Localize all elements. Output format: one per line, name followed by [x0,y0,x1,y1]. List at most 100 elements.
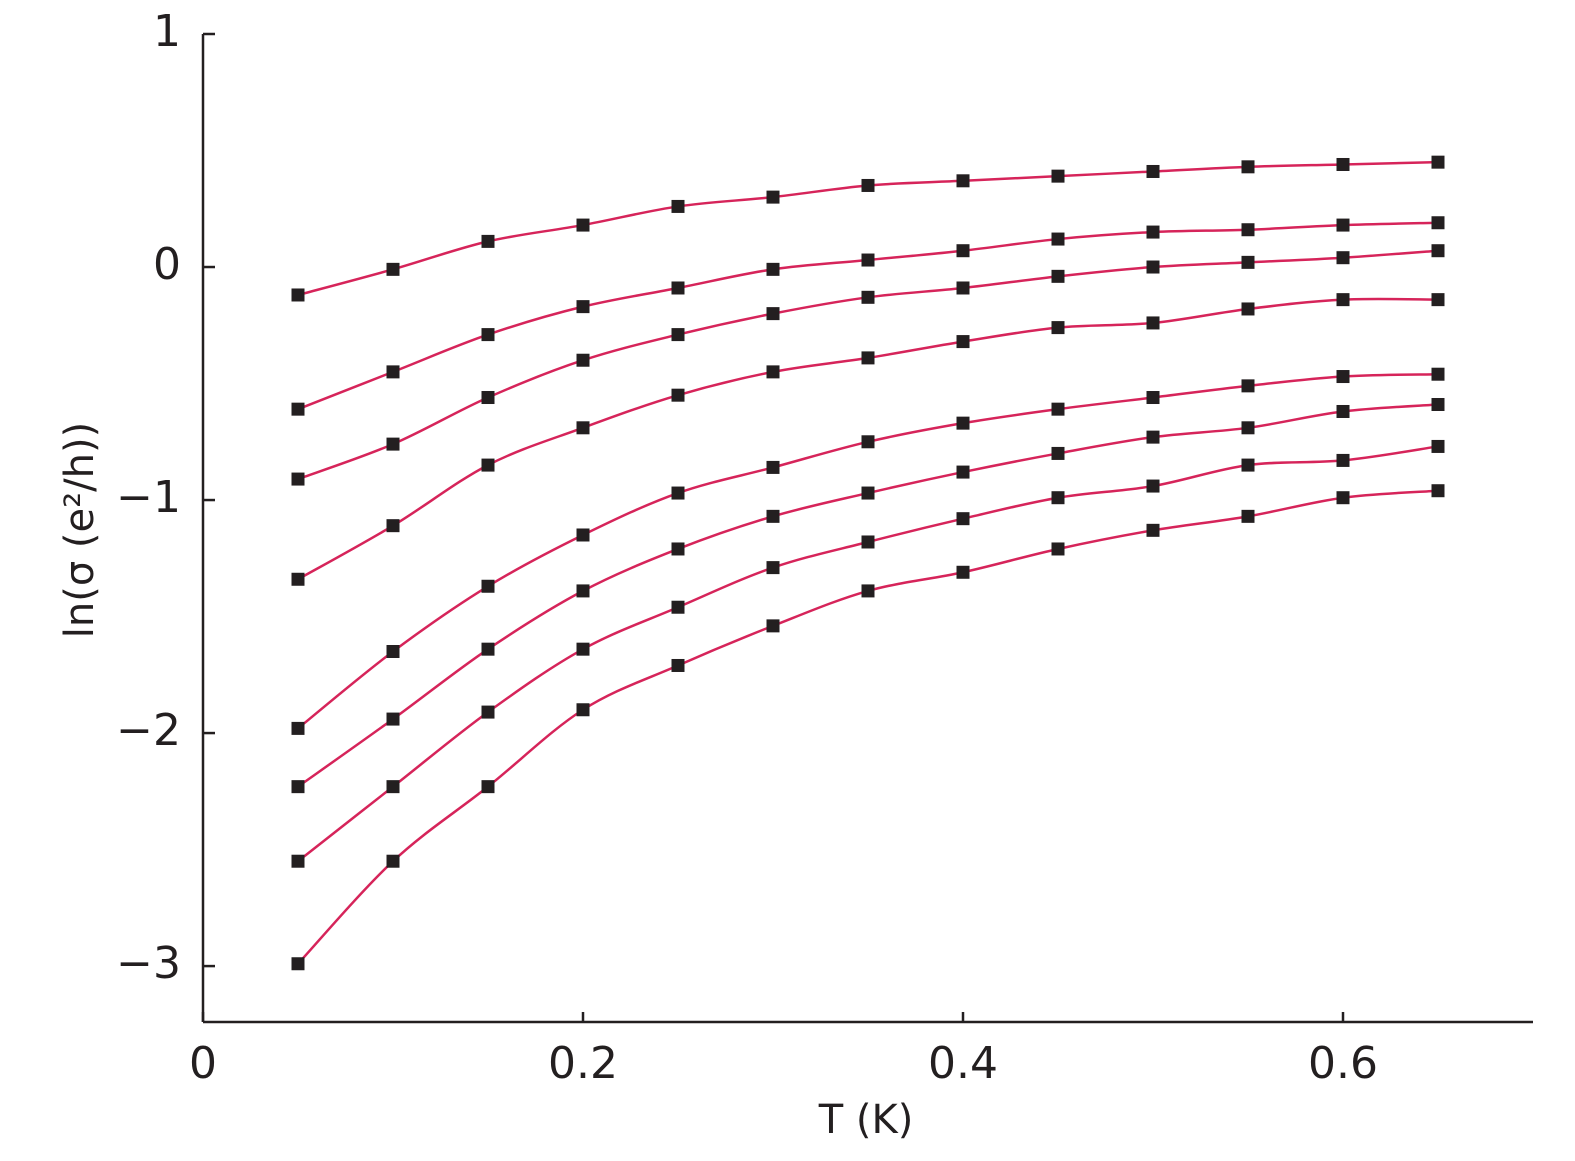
data-point [481,458,495,472]
x-tick-label: 0.4 [928,1038,998,1089]
data-point [1051,321,1065,335]
data-point [1146,260,1160,274]
data-point [1336,453,1350,467]
data-point [1146,523,1160,537]
y-axis-label: ln(σ (e²/h)) [57,422,103,638]
data-point [861,435,875,449]
data-point [576,300,590,314]
data-point [671,199,685,213]
data-point [386,437,400,451]
data-point [671,388,685,402]
data-point [766,190,780,204]
data-point [1431,244,1445,258]
data-point [386,262,400,276]
data-point [1336,370,1350,384]
y-tick-label: 1 [153,6,181,57]
data-point [1336,491,1350,505]
data-point [766,561,780,575]
data-point [386,854,400,868]
data-point [576,218,590,232]
data-point [861,486,875,500]
data-point [1431,398,1445,411]
data-point [481,642,495,656]
data-point [766,509,780,523]
data-point [481,328,495,342]
data-point [956,465,970,479]
data-point [576,703,590,717]
data-point [671,658,685,672]
data-point [1241,509,1255,523]
data-point [956,416,970,430]
data-point [956,335,970,349]
data-point [861,253,875,267]
data-point [1146,479,1160,493]
data-point [576,528,590,542]
data-point [671,328,685,342]
data-point [1241,223,1255,237]
y-tick-label: −3 [116,938,181,989]
data-point [291,288,305,302]
data-point [956,281,970,295]
data-point [861,535,875,549]
data-point [766,307,780,321]
y-tick-label: 0 [153,239,181,290]
y-tick-label: −2 [116,705,181,756]
x-tick-label: 0.6 [1308,1038,1378,1089]
data-point [291,572,305,586]
data-point [1336,157,1350,171]
data-point [1431,216,1445,230]
data-point [291,472,305,486]
data-point [1146,164,1160,178]
data-point [1051,232,1065,246]
data-point [481,705,495,719]
data-point [671,600,685,614]
data-point [671,486,685,500]
data-point [1241,255,1255,269]
data-point [1051,542,1065,556]
data-point [861,351,875,365]
data-point [291,957,305,971]
data-point [576,421,590,435]
x-tick-label: 0 [189,1038,217,1089]
data-point [956,565,970,579]
data-point [1431,484,1445,498]
data-point [956,244,970,258]
data-point [576,584,590,598]
data-point [481,234,495,248]
data-point [1146,316,1160,330]
data-point [1051,169,1065,183]
data-point [291,402,305,416]
data-point [1241,421,1255,435]
data-point [1146,391,1160,405]
data-point [1336,404,1350,418]
data-point [766,262,780,276]
data-point [386,519,400,533]
data-point [386,645,400,658]
data-point [1051,402,1065,416]
data-point [861,584,875,598]
data-point [1146,430,1160,444]
data-point [481,780,495,794]
data-point [291,780,305,794]
data-point [1146,225,1160,239]
data-point [1431,155,1445,169]
data-point [291,721,305,735]
data-point [1336,218,1350,232]
data-point [481,391,495,405]
data-point [956,174,970,188]
data-point [1051,446,1065,460]
data-point [1051,491,1065,505]
data-point [1336,293,1350,307]
data-point [671,281,685,295]
data-point [1431,293,1445,307]
data-point [576,642,590,656]
data-point [386,712,400,726]
data-point [861,178,875,192]
data-point [1431,367,1445,381]
data-point [766,619,780,633]
data-point [1336,251,1350,265]
data-point [1241,302,1255,316]
data-point [1241,379,1255,393]
data-point [671,542,685,556]
data-point [386,780,400,794]
